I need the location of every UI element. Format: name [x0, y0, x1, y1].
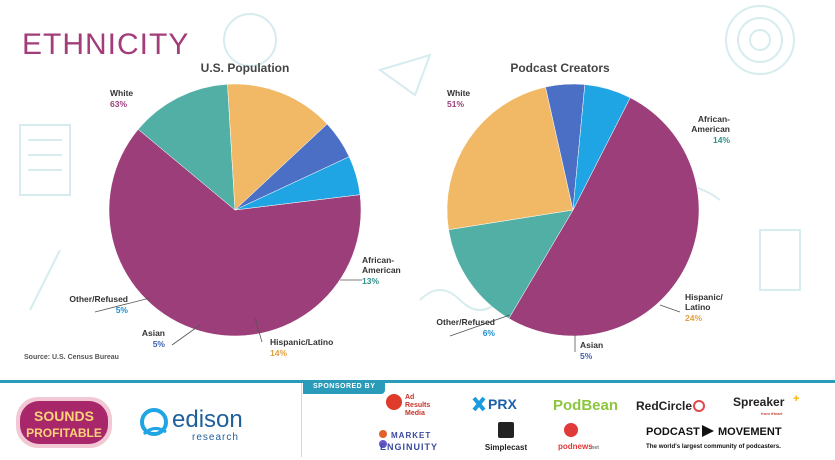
pie-slice-white — [508, 97, 700, 337]
prx-logo[interactable]: PRX — [472, 394, 532, 414]
slice-label-white: White — [110, 88, 133, 98]
chart-title: U.S. Population — [201, 61, 290, 75]
svg-text:Simplecast: Simplecast — [485, 443, 528, 452]
slice-value-hispanic-latino: 14% — [270, 348, 287, 358]
leader-line-asian — [171, 324, 201, 346]
slice-label-white: White — [447, 88, 470, 98]
svg-text:MARKET: MARKET — [391, 431, 431, 440]
sponsored-by-label: SPONSORED BY — [303, 380, 386, 394]
market-enginuity-logo[interactable]: MARKET ENGINUITY — [377, 426, 447, 454]
pie-slice-african-american — [137, 83, 236, 211]
pie-slice-other-refused — [572, 84, 631, 211]
podnews-logo[interactable]: podnews .net — [556, 420, 616, 454]
svg-text:podnews: podnews — [558, 442, 593, 451]
slice-label-african-american: African-American — [362, 255, 401, 275]
leader-line-hispanic-latino — [659, 304, 681, 313]
prx-x-icon — [472, 396, 486, 412]
slice-value-african-american: 13% — [362, 276, 379, 286]
leader-line-other-refused — [449, 314, 511, 337]
sounds-profitable-line2: PROFITABLE — [26, 426, 102, 440]
spreaker-logo[interactable]: Spreaker + from iHeart — [733, 393, 803, 419]
leader-line-other-refused — [94, 297, 151, 313]
slice-label-asian: Asian — [580, 340, 603, 350]
simplecast-logo[interactable]: Simplecast — [476, 420, 536, 454]
source-note: Source: U.S. Census Bureau — [24, 354, 119, 361]
slice-value-asian: 5% — [580, 351, 593, 361]
podcast-movement-icon — [702, 425, 714, 437]
paper-plane-doodle-icon — [377, 53, 432, 97]
slice-label-african-american: African-American — [691, 114, 730, 134]
spreaker-star-icon: + — [793, 393, 799, 405]
podnews-icon — [564, 423, 578, 437]
edison-sub: research — [192, 432, 239, 443]
slice-label-hispanic-latino: Hispanic/Latino — [270, 337, 333, 347]
svg-text:.net: .net — [590, 445, 599, 451]
svg-text:PodBean: PodBean — [553, 397, 618, 414]
svg-text:MOVEMENT: MOVEMENT — [718, 426, 782, 438]
phone-doodle-icon — [759, 229, 801, 291]
ad-results-media-logo[interactable]: Ad Results Media — [385, 390, 445, 418]
slice-value-asian: 5% — [153, 339, 166, 349]
edison-mark-icon — [140, 408, 168, 436]
svg-text:from iHeart: from iHeart — [761, 411, 783, 416]
svg-text:ENGINUITY: ENGINUITY — [380, 442, 438, 452]
slice-label-asian: Asian — [142, 328, 165, 338]
podcast-movement-logo[interactable]: PODCAST MOVEMENT The world's largest com… — [646, 420, 786, 454]
svg-text:Results: Results — [405, 402, 430, 409]
sounds-profitable-logo[interactable]: SOUNDS PROFITABLE — [14, 395, 114, 450]
pie-slice-white — [108, 128, 362, 337]
pie-slice-african-american — [448, 209, 574, 319]
ad-results-icon — [386, 394, 402, 410]
svg-text:Ad: Ad — [405, 394, 414, 401]
pie-slice-hispanic-latino — [446, 86, 574, 230]
slice-value-hispanic-latino: 24% — [685, 313, 702, 323]
slice-label-hispanic-latino: Hispanic/Latino — [685, 292, 723, 312]
chart-title: Podcast Creators — [510, 61, 610, 75]
svg-text:Spreaker: Spreaker — [733, 395, 785, 409]
redcircle-icon — [693, 400, 705, 412]
edison-name: edison — [172, 406, 243, 433]
pie-slice-hispanic-latino — [227, 83, 328, 211]
footer — [0, 380, 835, 460]
svg-text:PODCAST: PODCAST — [646, 426, 700, 438]
slice-value-white: 63% — [110, 99, 127, 109]
leader-line-hispanic-latino — [254, 317, 263, 343]
simplecast-icon — [498, 422, 514, 438]
svg-text:The world's largest community: The world's largest community of podcast… — [646, 443, 781, 450]
pie-charts: U.S. PopulationWhite63%African-American1… — [69, 61, 730, 361]
svg-text:RedCircle: RedCircle — [636, 399, 692, 413]
bulb-doodle-icon — [223, 13, 277, 67]
pie-chart-1: U.S. PopulationWhite63%African-American1… — [69, 61, 400, 358]
slice-value-african-american: 14% — [713, 135, 730, 145]
slice-value-other-refused: 5% — [116, 305, 129, 315]
slice-value-other-refused: 6% — [483, 328, 496, 338]
footer-divider — [301, 383, 302, 457]
pie-slice-other-refused — [234, 156, 361, 211]
page-title: ETHNICITY — [22, 28, 190, 61]
slice-label-other-refused: Other/Refused — [436, 317, 495, 327]
target-doodle-icon — [725, 5, 795, 75]
edison-research-logo[interactable]: edison research — [140, 398, 260, 448]
slice-value-white: 51% — [447, 99, 464, 109]
podbean-logo[interactable]: PodBean — [553, 394, 623, 416]
slice-label-other-refused: Other/Refused — [69, 294, 128, 304]
pen-doodle-icon — [29, 249, 61, 311]
checklist-doodle-icon — [19, 124, 71, 196]
market-enginuity-icon — [379, 430, 387, 438]
svg-text:Media: Media — [405, 410, 425, 417]
svg-text:PRX: PRX — [488, 396, 517, 412]
redcircle-logo[interactable]: RedCircle — [636, 396, 711, 416]
sounds-profitable-line1: SOUNDS — [34, 408, 94, 424]
